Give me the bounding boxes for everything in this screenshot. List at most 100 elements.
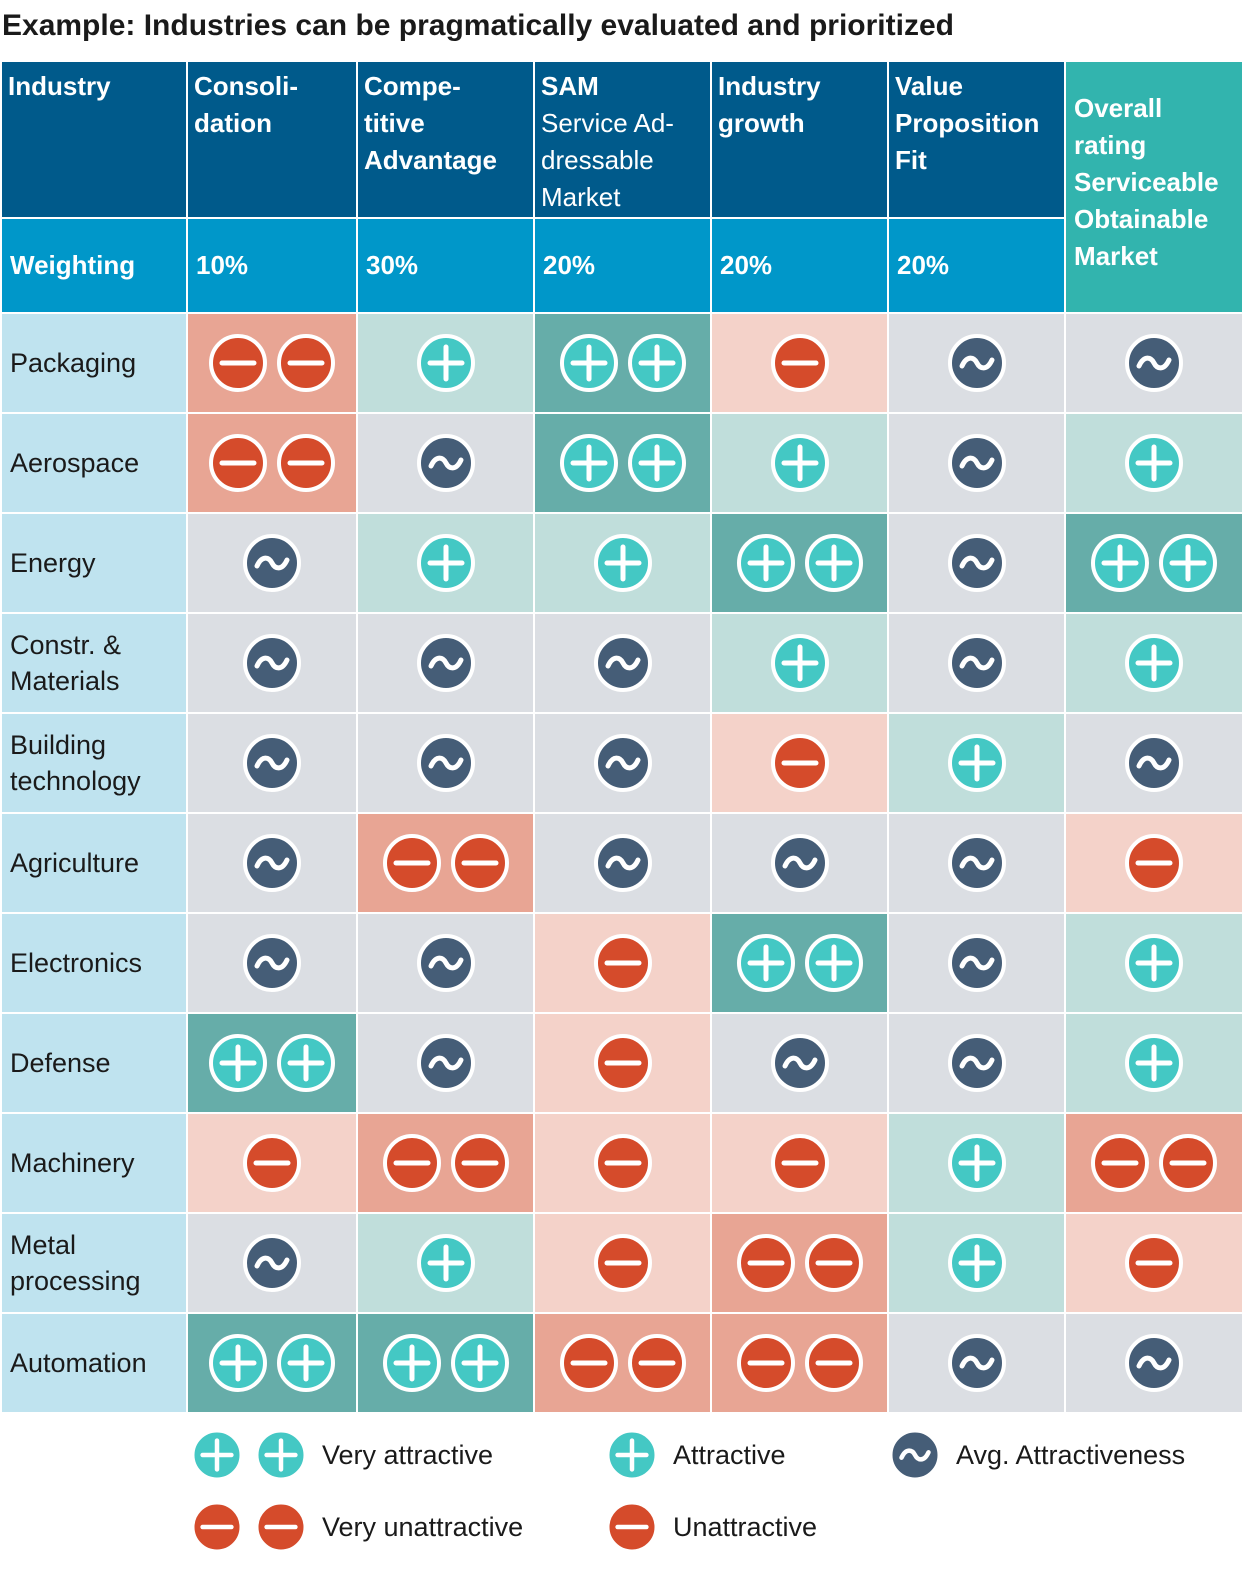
tilde-icon	[243, 734, 301, 792]
minus-icon	[770, 1134, 829, 1192]
rating-cell	[887, 512, 1066, 614]
plus-icon	[947, 1234, 1006, 1292]
minus-icon	[593, 1034, 652, 1092]
weight-value: 10%	[186, 217, 358, 314]
plus-icon	[1125, 1034, 1183, 1092]
rating-cell	[186, 512, 358, 614]
plus-icon	[1159, 534, 1217, 592]
header-label: Compe-	[364, 71, 461, 101]
rating-cell	[533, 612, 712, 714]
header-sublabel: Service Ad-	[541, 108, 674, 138]
legend-unattractive: Unattractive	[605, 1500, 817, 1554]
rating-cell	[1064, 412, 1244, 514]
header-label: titive	[364, 108, 425, 138]
minus-icon	[736, 1234, 795, 1292]
plus-icon	[1125, 934, 1183, 992]
minus-icon	[1159, 1134, 1217, 1192]
rating-cell	[710, 612, 889, 714]
plus-icon	[627, 434, 686, 492]
rating-cell	[186, 1312, 358, 1414]
rating-cell	[186, 312, 358, 414]
header-criterion: Consoli-dation	[186, 60, 358, 219]
rating-cell	[1064, 1312, 1244, 1414]
header-criterion: Value Proposition Fit	[887, 60, 1066, 219]
weight-value: 30%	[356, 217, 535, 314]
rating-cell	[1064, 1212, 1244, 1314]
minus-icon	[277, 334, 335, 392]
header-label: Advantage	[364, 145, 497, 175]
tilde-icon	[947, 334, 1006, 392]
table-row: Energy	[0, 512, 1244, 614]
industry-label: Defense	[0, 1012, 188, 1114]
plus-icon	[1125, 634, 1183, 692]
rating-cell	[887, 1112, 1066, 1214]
tilde-icon	[770, 1034, 829, 1092]
table-row: Machinery	[0, 1112, 1244, 1214]
rating-cell	[1064, 1012, 1244, 1114]
plus-icon	[209, 1034, 267, 1092]
rating-cell	[887, 412, 1066, 514]
rating-cell	[186, 712, 358, 814]
minus-icon	[1091, 1134, 1149, 1192]
minus-icon	[243, 1134, 301, 1192]
header-industry: Industry	[0, 60, 188, 219]
legend-very-unattractive: Very unattractive	[190, 1500, 523, 1554]
industry-label: Metal processing	[0, 1212, 188, 1314]
rating-cell	[710, 312, 889, 414]
weighting-label: Weighting	[0, 217, 188, 314]
industry-label: Electronics	[0, 912, 188, 1014]
tilde-icon	[1125, 734, 1183, 792]
rating-cell	[533, 712, 712, 814]
header-criterion: Industry growth	[710, 60, 889, 219]
plus-icon	[559, 434, 618, 492]
minus-icon	[277, 434, 335, 492]
rating-cell	[356, 712, 535, 814]
header-label: Industry	[718, 71, 821, 101]
rating-cell	[710, 1012, 889, 1114]
plus-icon	[1091, 534, 1149, 592]
industry-label: Constr. & Materials	[0, 612, 188, 714]
page-title: Example: Industries can be pragmatically…	[2, 9, 954, 42]
plus-icon	[947, 734, 1006, 792]
tilde-icon	[243, 834, 301, 892]
rating-cell	[710, 1112, 889, 1214]
rating-cell	[533, 812, 712, 914]
rating-cell	[1064, 312, 1244, 414]
plus-icon	[209, 1334, 267, 1392]
rating-cell	[356, 1312, 535, 1414]
industry-label: Automation	[0, 1312, 188, 1414]
rating-cell	[533, 512, 712, 614]
header-label: rating	[1074, 130, 1147, 160]
rating-cell	[887, 712, 1066, 814]
plus-icon	[627, 334, 686, 392]
minus-icon	[190, 1500, 244, 1554]
rating-cell	[186, 412, 358, 514]
legend-label: Unattractive	[673, 1511, 818, 1542]
rating-cell	[1064, 512, 1244, 614]
table-row: Aerospace	[0, 412, 1244, 514]
minus-icon	[1125, 834, 1183, 892]
rating-cell	[533, 912, 712, 1014]
tilde-icon	[416, 1034, 475, 1092]
plus-icon	[416, 534, 475, 592]
plus-icon	[804, 934, 863, 992]
tilde-icon	[416, 634, 475, 692]
plus-icon	[277, 1334, 335, 1392]
table-row: Defense	[0, 1012, 1244, 1114]
rating-cell	[1064, 912, 1244, 1014]
weight-value: 20%	[887, 217, 1066, 314]
rating-cell	[710, 712, 889, 814]
tilde-icon	[947, 1034, 1006, 1092]
rating-cell	[533, 1312, 712, 1414]
legend-label: Very attractive	[322, 1439, 494, 1470]
tilde-icon	[947, 834, 1006, 892]
table-row: Electronics	[0, 912, 1244, 1014]
tilde-icon	[947, 634, 1006, 692]
minus-icon	[593, 1134, 652, 1192]
header-sublabel: dressable	[541, 145, 654, 175]
rating-cell	[533, 312, 712, 414]
minus-icon	[254, 1500, 308, 1554]
rating-cell	[356, 612, 535, 714]
legend-avg: Avg. Attractiveness	[888, 1428, 1185, 1482]
plus-icon	[593, 534, 652, 592]
